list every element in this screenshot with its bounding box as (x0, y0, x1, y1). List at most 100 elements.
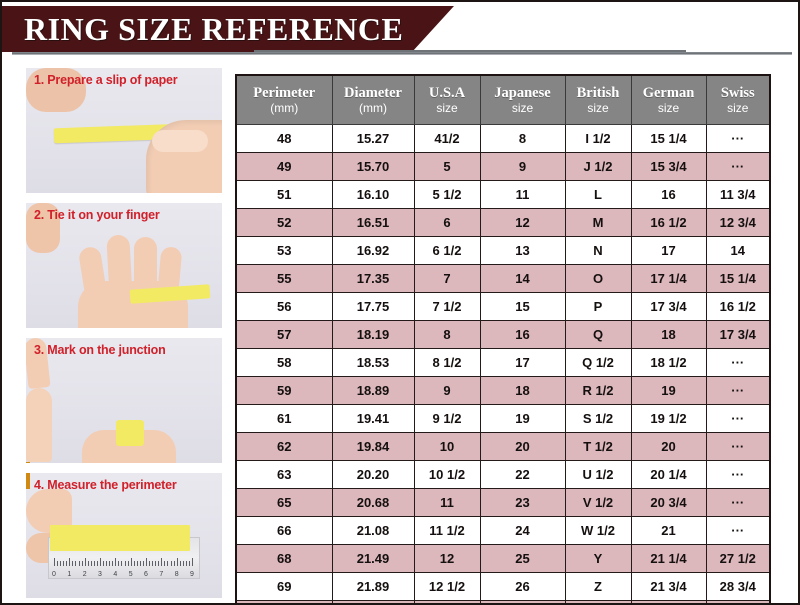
table-row: 56 17.75 7 1/2 15 P 17 3/4 16 1/2 (235, 292, 771, 321)
table-cell: 11 (479, 180, 566, 209)
column-header-usa: U.S.A size (413, 74, 481, 125)
table-cell: 12 3/4 (705, 208, 771, 237)
step-1-card: 1. Prepare a slip of paper (26, 68, 222, 193)
table-cell: 8 (413, 320, 481, 349)
table-cell: 15.70 (331, 152, 415, 181)
table-cell: 61 (235, 404, 333, 433)
table-cell: 18.53 (331, 348, 415, 377)
table-cell: 8 1/2 (413, 348, 481, 377)
table-cell: 19 (479, 404, 566, 433)
ruler-tick-label: 9 (190, 571, 194, 578)
ruler-minor-tick (57, 561, 59, 566)
table-row: 52 16.51 6 12 M 16 1/2 12 3/4 (235, 208, 771, 237)
table-cell: 52 (235, 208, 333, 237)
ruler-minor-tick (87, 561, 89, 566)
table-cell: I 1/2 (564, 124, 632, 153)
table-body: 48 15.27 41/2 8 I 1/2 15 1/4 ··· 49 15.70 5 9 J 1/2… (235, 124, 771, 603)
ruler-tick (69, 558, 71, 566)
table-cell: 11 1/2 (413, 516, 481, 545)
table-cell: 48 (235, 124, 333, 153)
table-cell: 69 (235, 572, 333, 601)
table-cell: 27 1/2 (705, 544, 771, 573)
ruler-minor-tick (112, 561, 114, 566)
column-header-british: British size (564, 74, 632, 125)
table-cell: 23 (479, 488, 566, 517)
column-header-title: Diameter (344, 84, 402, 101)
table-cell: 22 (630, 600, 707, 603)
table-cell: P (564, 292, 632, 321)
table-cell: 16.92 (331, 236, 415, 265)
table-cell: 21 (630, 516, 707, 545)
table-cell: 13 (479, 236, 566, 265)
ruler-minor-tick (90, 561, 92, 566)
ruler-tick-label: 6 (144, 571, 148, 578)
table-cell: 41/2 (413, 124, 481, 153)
table-cell: 12 (413, 544, 481, 573)
table-cell: 18 (630, 320, 707, 349)
column-header-title: Perimeter (253, 84, 316, 101)
table-cell: 11 (413, 488, 481, 517)
ruler-tick-label: 4 (113, 571, 118, 578)
table-cell: 26 (479, 572, 566, 601)
ruler-tick-label: 8 (174, 571, 179, 578)
ruler-minor-tick (155, 561, 157, 566)
table-cell: U 1/2 (564, 460, 632, 489)
table-cell: 66 (235, 516, 333, 545)
table-cell: 6 (413, 208, 481, 237)
table-cell: Z (564, 572, 632, 601)
ruler-tick-label: 2 (82, 571, 87, 578)
table-cell: 17 1/4 (630, 264, 707, 293)
table-cell: ··· (564, 600, 632, 603)
table-cell: 18.89 (331, 376, 415, 405)
ruler-minor-tick (139, 561, 141, 566)
table-cell: 21 1/4 (630, 544, 707, 573)
table-cell: 16 (479, 320, 566, 349)
table-cell: 10 (413, 432, 481, 461)
table-cell: 17.35 (331, 264, 415, 293)
ruler-minor-tick (133, 561, 135, 566)
table-row: 55 17.35 7 14 O 17 1/4 15 1/4 (235, 264, 771, 293)
table-row: 49 15.70 5 9 J 1/2 15 3/4 ··· (235, 152, 771, 181)
table-cell: 57 (235, 320, 333, 349)
column-header-title: Japanese (494, 84, 551, 101)
table-cell: 25 (479, 544, 566, 573)
ruler-minor-tick (136, 561, 138, 566)
column-header-title: German (642, 84, 695, 101)
ruler-tick-label: 7 (159, 571, 164, 578)
ruler-minor-tick (185, 561, 187, 566)
ruler-tick-label: 0 (52, 571, 56, 578)
table-row: 65 20.68 11 23 V 1/2 20 3/4 ··· (235, 488, 771, 517)
table-cell: 17.75 (331, 292, 415, 321)
title-banner: RING SIZE REFERENCE (2, 6, 798, 52)
table-row: 48 15.27 41/2 8 I 1/2 15 1/4 ··· (235, 124, 771, 153)
table-cell: 15 1/4 (630, 124, 707, 153)
table-row: 57 18.19 8 16 Q 18 17 3/4 (235, 320, 771, 349)
ruler-minor-tick (109, 561, 111, 566)
step-3-photo (26, 338, 222, 463)
ruler-tick (130, 558, 132, 566)
ruler-minor-tick (66, 561, 68, 566)
table-row: 51 16.10 5 1/2 11 L 16 11 3/4 (235, 180, 771, 209)
table-cell: 49 (235, 152, 333, 181)
size-table-container: Perimeter (mm) Diameter (mm) U.S.A size Japane… (235, 74, 771, 603)
table-cell: 14 (479, 264, 566, 293)
step-4-card: 0 1 2 3 4 5 6 7 8 9 4. Measure the perimeter (26, 473, 222, 598)
table-cell: 16 (630, 180, 707, 209)
title-divider-secondary (254, 50, 686, 52)
table-cell: 20.20 (331, 460, 415, 489)
table-cell: ··· (705, 348, 771, 377)
table-cell: 13 (413, 600, 481, 603)
table-cell: 58 (235, 348, 333, 377)
table-cell: 19.41 (331, 404, 415, 433)
table-cell: 16 1/2 (630, 208, 707, 237)
table-cell: 70 (235, 600, 333, 603)
ruler-tick (84, 558, 86, 566)
table-cell: ··· (705, 488, 771, 517)
table-cell: 16.10 (331, 180, 415, 209)
table-cell: 7 (413, 264, 481, 293)
table-cell: J 1/2 (564, 152, 632, 181)
table-cell: O (564, 264, 632, 293)
ruler-minor-tick (149, 561, 151, 566)
table-cell: T 1/2 (564, 432, 632, 461)
